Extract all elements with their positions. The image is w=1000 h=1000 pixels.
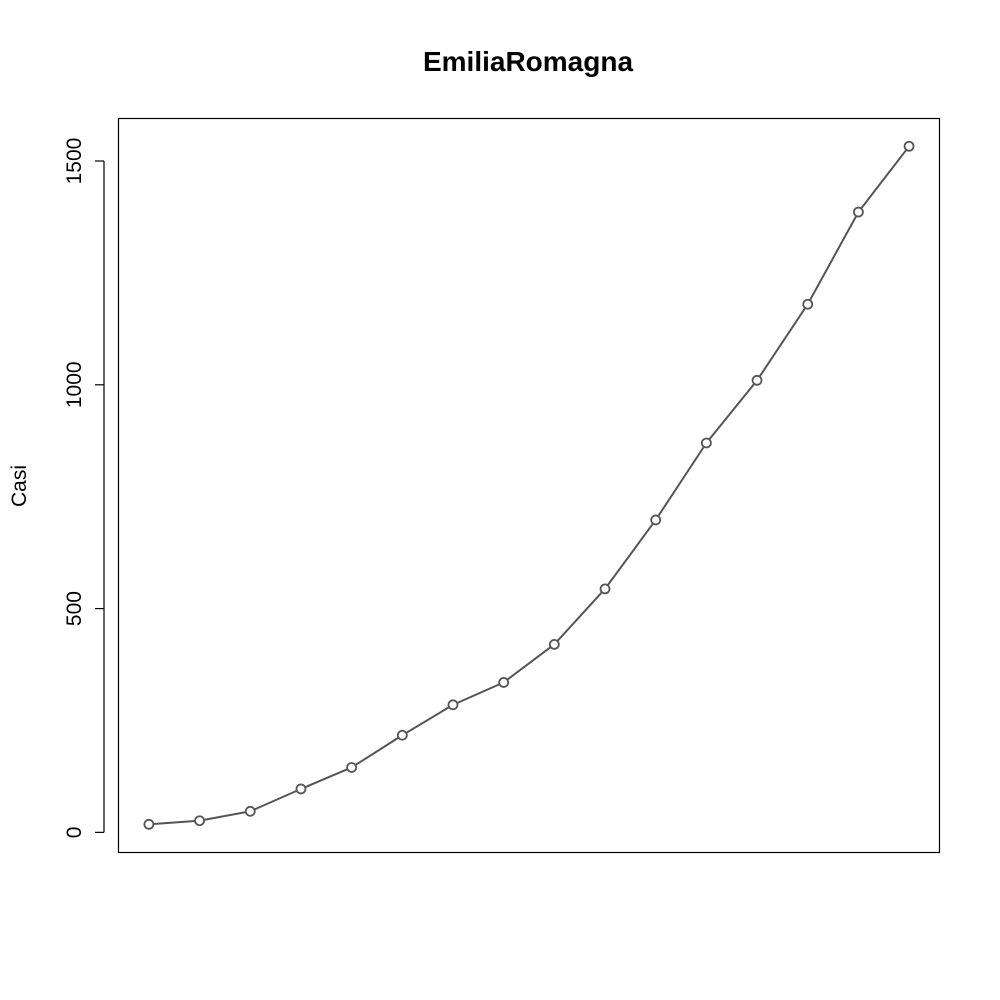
series-line-segment	[253, 789, 298, 811]
data-point	[853, 206, 864, 218]
data-point	[346, 762, 358, 773]
data-point	[650, 514, 662, 526]
series-line-segment	[354, 736, 400, 766]
series-group	[143, 140, 915, 830]
series-line-segment	[153, 820, 196, 825]
data-point	[396, 729, 408, 741]
y-tick-label: 1000	[63, 361, 86, 408]
series-line-segment	[606, 522, 654, 586]
chart-title: EmiliaRomagna	[423, 46, 633, 77]
series-line-segment	[203, 811, 247, 821]
series-line-segment	[708, 383, 756, 441]
data-point	[194, 815, 205, 827]
series-line-segment	[405, 706, 450, 734]
data-point	[548, 638, 560, 650]
series-line-segment	[758, 307, 807, 378]
data-point	[447, 699, 459, 711]
data-point	[295, 783, 307, 795]
data-point	[244, 805, 256, 817]
y-tick-label: 0	[63, 827, 86, 839]
y-axis-label: Casi	[8, 465, 31, 507]
y-axis: 0 500 1000 1500	[63, 138, 105, 839]
data-point	[143, 818, 155, 830]
series-line-segment	[556, 591, 603, 642]
series-line-segment	[304, 768, 348, 789]
data-point	[700, 437, 712, 449]
data-point	[802, 298, 814, 310]
data-point	[498, 677, 510, 688]
series-line-segment	[456, 683, 500, 704]
plot-frame	[117, 117, 941, 854]
y-tick-label: 1500	[63, 138, 86, 185]
y-tick-label: 500	[63, 591, 86, 626]
series-line-segment	[657, 446, 705, 517]
data-point	[751, 374, 763, 386]
data-point	[599, 583, 611, 595]
series-line-segment	[860, 149, 908, 210]
data-point	[903, 140, 915, 152]
series-line-segment	[506, 646, 552, 681]
series-line-segment	[809, 215, 858, 301]
